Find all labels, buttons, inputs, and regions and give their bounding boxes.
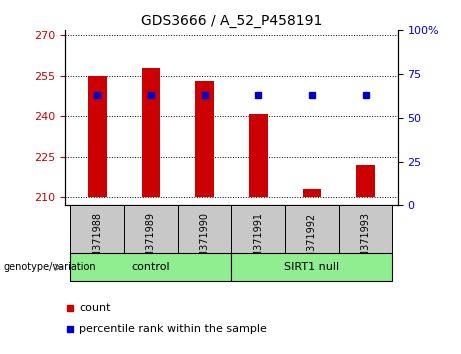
Text: SIRT1 null: SIRT1 null bbox=[284, 262, 339, 272]
Text: percentile rank within the sample: percentile rank within the sample bbox=[79, 324, 267, 334]
Text: GSM371993: GSM371993 bbox=[361, 212, 371, 272]
Bar bbox=[285, 205, 339, 253]
Bar bbox=[71, 205, 124, 253]
Text: GSM371990: GSM371990 bbox=[200, 212, 210, 272]
Title: GDS3666 / A_52_P458191: GDS3666 / A_52_P458191 bbox=[141, 14, 322, 28]
Bar bbox=[178, 205, 231, 253]
Bar bbox=[231, 253, 392, 281]
Bar bbox=[88, 76, 106, 197]
Text: count: count bbox=[79, 303, 111, 313]
Bar bbox=[195, 81, 214, 197]
Bar bbox=[231, 205, 285, 253]
Text: GSM371991: GSM371991 bbox=[253, 212, 263, 272]
Bar bbox=[142, 68, 160, 197]
Text: GSM371992: GSM371992 bbox=[307, 212, 317, 272]
Bar bbox=[356, 165, 375, 197]
Bar bbox=[339, 205, 392, 253]
Text: genotype/variation: genotype/variation bbox=[3, 262, 96, 272]
Text: control: control bbox=[131, 262, 170, 272]
Text: GSM371989: GSM371989 bbox=[146, 212, 156, 272]
Bar bbox=[124, 205, 178, 253]
Bar bbox=[249, 114, 268, 197]
Text: GSM371988: GSM371988 bbox=[92, 212, 102, 272]
Bar bbox=[71, 253, 231, 281]
Bar bbox=[302, 189, 321, 197]
